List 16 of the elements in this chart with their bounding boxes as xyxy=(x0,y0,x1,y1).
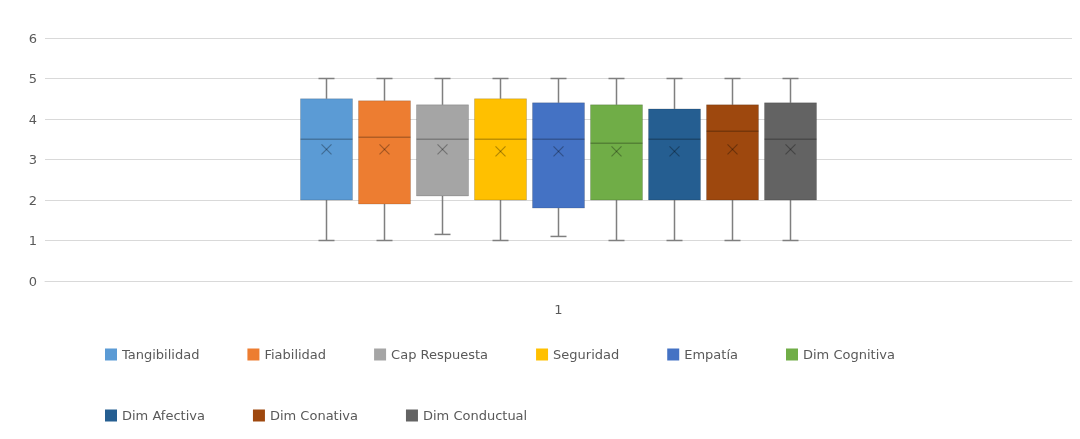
y-tick-label: 4 xyxy=(28,111,37,127)
legend-label: Fiabilidad xyxy=(264,347,327,362)
legend-label: Dim Cognitiva xyxy=(803,347,895,362)
y-tick-label: 2 xyxy=(28,192,37,208)
y-tick-label: 6 xyxy=(28,30,37,46)
y-tick-label: 3 xyxy=(28,152,37,167)
legend-label: Dim Conativa xyxy=(269,408,358,423)
legend-label: Empatía xyxy=(684,347,739,362)
y-tick-label: 1 xyxy=(28,233,37,248)
legend-label: Dim Afectiva xyxy=(122,408,205,423)
legend-label: Tangibilidad xyxy=(121,347,200,362)
legend-label: Dim Conductual xyxy=(422,408,528,423)
legend-label: Seguridad xyxy=(553,347,620,362)
y-tick-label: 0 xyxy=(28,273,37,289)
y-tick-label: 5 xyxy=(28,71,37,86)
legend-label: Cap Respuesta xyxy=(391,347,489,362)
